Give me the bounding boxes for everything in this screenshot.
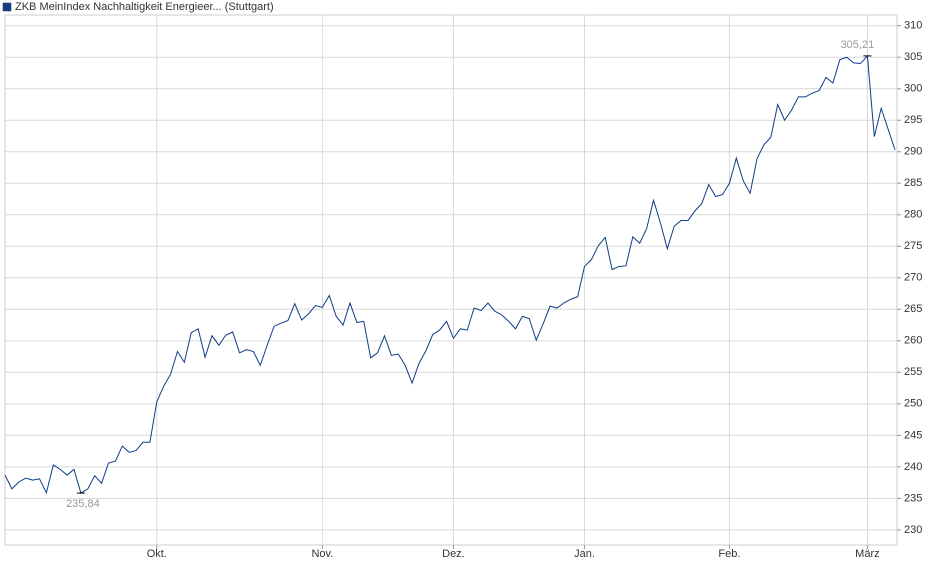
y-tick-label: 280 [904, 209, 922, 221]
y-tick-label: 300 [904, 83, 922, 95]
y-tick-label: 285 [904, 177, 922, 189]
y-tick-label: 255 [904, 366, 922, 378]
y-tick-label: 310 [904, 20, 922, 32]
series-line [4, 54, 896, 495]
x-tick-label: Feb. [718, 548, 740, 560]
legend-swatch [2, 2, 12, 12]
y-tick-label: 305 [904, 51, 922, 63]
x-tick-label: Dez. [442, 548, 465, 560]
x-tick-label: Okt. [147, 548, 167, 560]
x-tick-label: Jan. [574, 548, 595, 560]
y-tick-label: 290 [904, 146, 922, 158]
y-tick-label: 260 [904, 335, 922, 347]
x-tick-label: März [855, 548, 879, 560]
y-tick-label: 240 [904, 461, 922, 473]
y-tick-label: 270 [904, 272, 922, 284]
x-tick-label: Nov. [311, 548, 333, 560]
y-tick-label: 235 [904, 492, 922, 504]
plot-frame [4, 14, 898, 546]
value-label: 305,21 [841, 39, 875, 51]
value-label: 235,84 [66, 498, 100, 510]
y-tick-label: 250 [904, 398, 922, 410]
y-tick-label: 230 [904, 524, 922, 536]
y-tick-label: 265 [904, 303, 922, 315]
chart-title: ZKB MeinIndex Nachhaltigkeit Energieer..… [15, 1, 274, 13]
y-tick-label: 275 [904, 240, 922, 252]
y-tick-label: 295 [904, 114, 922, 126]
y-tick-label: 245 [904, 429, 922, 441]
